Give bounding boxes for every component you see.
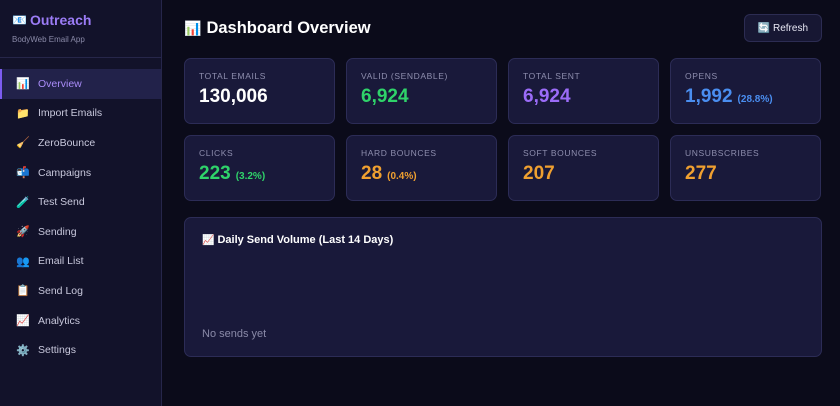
refresh-label: Refresh [772, 22, 808, 34]
stat-label: SOFT BOUNCES [523, 148, 598, 158]
stat-card-soft-bounces: SOFT BOUNCES 207 [508, 135, 659, 201]
main-content: 📊 Dashboard Overview 🔄 Refresh TOTAL EMA… [162, 0, 840, 406]
bar-chart-icon: 📊 [184, 19, 202, 36]
stat-value: 207 [523, 163, 555, 184]
page-title-text: Dashboard Overview [206, 18, 371, 37]
chart-title: 📈 Daily Send Volume (Last 14 Days) [202, 234, 804, 246]
stat-card-unsubscribes: UNSUBSCRIBES 277 [670, 135, 821, 201]
bar-chart-icon: 📊 [16, 78, 30, 91]
sidebar-item-campaigns[interactable]: 📬 Campaigns [0, 158, 161, 188]
stat-value: 130,006 [199, 86, 268, 107]
stat-label: VALID (SENDABLE) [361, 71, 448, 81]
sidebar-item-label: Test Send [38, 196, 85, 209]
mailbox-icon: 📬 [16, 167, 30, 180]
page-title: 📊 Dashboard Overview [184, 19, 371, 38]
refresh-button[interactable]: 🔄 Refresh [743, 14, 822, 42]
stat-percentage: (0.4%) [387, 171, 417, 182]
stat-value: 223 [199, 163, 231, 184]
sidebar-item-test-send[interactable]: 🧪 Test Send [0, 187, 161, 217]
sidebar-item-label: Import Emails [38, 107, 103, 120]
stat-card-clicks: CLICKS 223 (3.2%) [184, 135, 335, 201]
users-icon: 👥 [16, 255, 30, 268]
stat-label: UNSUBSCRIBES [685, 148, 760, 158]
sidebar-item-analytics[interactable]: 📈 Analytics [0, 306, 161, 336]
sidebar-item-label: Overview [38, 77, 82, 90]
sidebar-item-label: ZeroBounce [38, 136, 96, 149]
stat-value: 6,924 [523, 86, 571, 107]
stat-value: 6,924 [361, 86, 409, 107]
sidebar-item-label: Sending [38, 225, 77, 238]
brand: 📧 Outreach BodyWeb Email App [0, 0, 161, 58]
stat-label: HARD BOUNCES [361, 148, 437, 158]
brand-title: 📧 Outreach [12, 12, 149, 28]
stat-label: TOTAL EMAILS [199, 71, 267, 81]
stats-grid: TOTAL EMAILS 130,006 VALID (SENDABLE) 6,… [184, 58, 822, 201]
stat-value-row: 6,924 [361, 86, 482, 108]
folder-icon: 📁 [16, 107, 30, 120]
brand-subtitle: BodyWeb Email App [12, 35, 85, 44]
chart-empty-state: No sends yet [202, 328, 267, 340]
stat-card-opens: OPENS 1,992 (28.8%) [670, 58, 821, 124]
sidebar-item-zerobounce[interactable]: 🧹 ZeroBounce [0, 128, 161, 158]
stat-percentage: (28.8%) [737, 94, 773, 105]
sidebar-item-import-emails[interactable]: 📁 Import Emails [0, 99, 161, 129]
rocket-icon: 🚀 [16, 226, 30, 239]
stat-value-row: 28 (0.4%) [361, 163, 482, 185]
test-tube-icon: 🧪 [16, 196, 30, 209]
stat-percentage: (3.2%) [235, 171, 266, 182]
stat-card-total-sent: TOTAL SENT 6,924 [508, 58, 659, 124]
sidebar-item-sending[interactable]: 🚀 Sending [0, 217, 161, 247]
stat-value: 1,992 [685, 86, 733, 107]
stat-value-row: 207 [523, 163, 644, 185]
sidebar-item-send-log[interactable]: 📋 Send Log [0, 276, 161, 306]
sidebar-item-label: Send Log [38, 284, 83, 297]
line-chart-icon: 📈 [16, 315, 30, 328]
stat-label: TOTAL SENT [523, 71, 581, 81]
stat-value-row: 277 [685, 163, 806, 185]
sidebar-item-email-list[interactable]: 👥 Email List [0, 247, 161, 277]
stat-card-total-emails: TOTAL EMAILS 130,006 [184, 58, 335, 124]
envelope-icon: 📧 [12, 13, 27, 27]
stat-card-valid-sendable: VALID (SENDABLE) 6,924 [346, 58, 497, 124]
daily-send-volume-chart: 📈 Daily Send Volume (Last 14 Days) No se… [184, 217, 822, 357]
stat-value-row: 1,992 (28.8%) [685, 86, 806, 108]
refresh-icon: 🔄 [757, 22, 770, 34]
sidebar-nav: 📊 Overview 📁 Import Emails 🧹 ZeroBounce … [0, 58, 161, 365]
clipboard-icon: 📋 [16, 285, 30, 298]
stat-value-row: 6,924 [523, 86, 644, 108]
stat-label: CLICKS [199, 148, 234, 158]
sidebar-item-label: Analytics [38, 314, 81, 327]
brand-name: Outreach [29, 12, 92, 28]
page-header: 📊 Dashboard Overview 🔄 Refresh [184, 14, 822, 42]
stat-value-row: 130,006 [199, 86, 320, 108]
gear-icon: ⚙️ [16, 344, 30, 357]
sidebar-item-settings[interactable]: ⚙️ Settings [0, 335, 161, 365]
broom-icon: 🧹 [16, 137, 30, 150]
stat-card-hard-bounces: HARD BOUNCES 28 (0.4%) [346, 135, 497, 201]
sidebar-item-label: Email List [38, 255, 84, 268]
line-chart-icon: 📈 [202, 234, 215, 246]
stat-value: 28 [361, 163, 383, 184]
sidebar-item-overview[interactable]: 📊 Overview [0, 69, 161, 99]
stat-value: 277 [685, 163, 717, 184]
sidebar-item-label: Settings [38, 344, 76, 357]
sidebar: 📧 Outreach BodyWeb Email App 📊 Overview … [0, 0, 162, 406]
stat-value-row: 223 (3.2%) [199, 163, 320, 185]
chart-title-text: Daily Send Volume (Last 14 Days) [217, 234, 394, 246]
sidebar-item-label: Campaigns [38, 166, 92, 179]
stat-label: OPENS [685, 71, 718, 81]
